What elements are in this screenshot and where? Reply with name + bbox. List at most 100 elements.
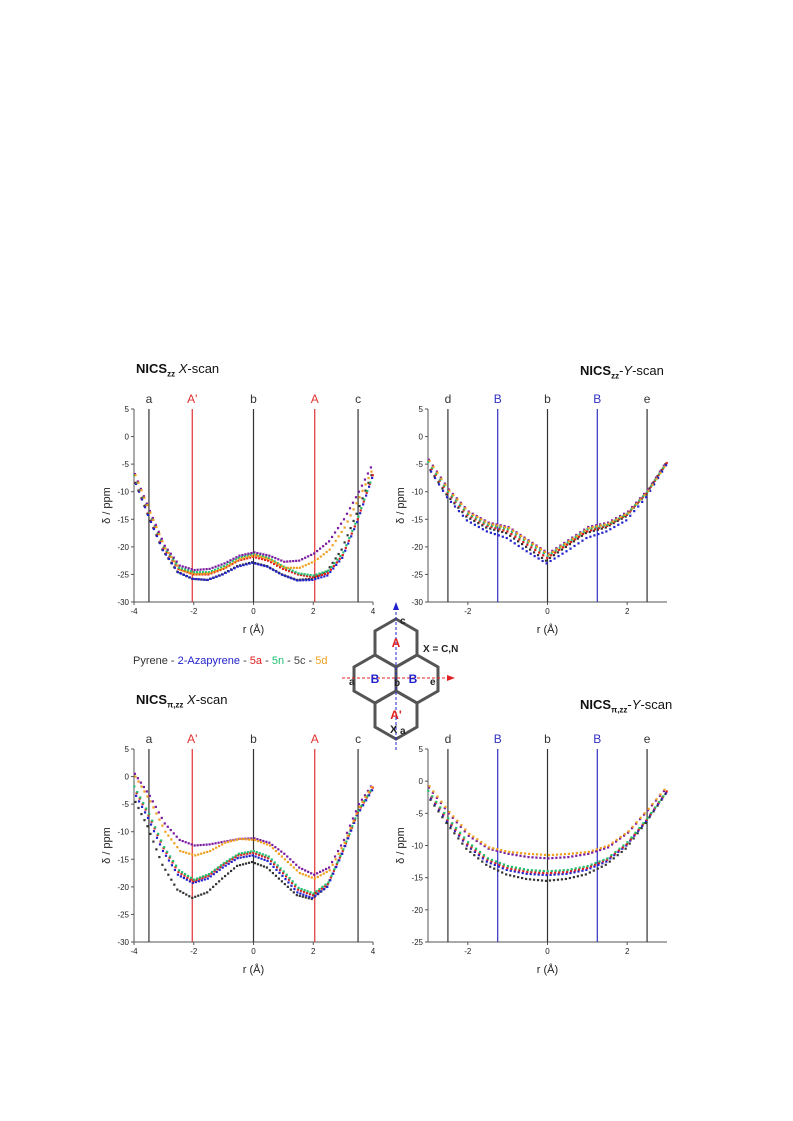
data-point <box>207 873 211 876</box>
data-point <box>523 855 526 858</box>
data-point <box>585 868 588 872</box>
title-suffix: -scan <box>632 363 664 378</box>
data-point <box>191 577 194 580</box>
data-point <box>461 511 464 514</box>
data-point <box>194 895 197 898</box>
data-point <box>541 873 544 876</box>
data-point <box>468 511 471 514</box>
data-point <box>441 814 445 817</box>
data-point <box>628 842 631 845</box>
data-point <box>326 883 329 886</box>
data-point <box>534 548 537 552</box>
data-point <box>146 512 149 515</box>
data-point <box>244 838 248 841</box>
y-tick-label: -15 <box>117 855 129 864</box>
data-point <box>181 565 184 568</box>
data-point <box>350 535 353 538</box>
data-point <box>325 870 328 874</box>
data-point <box>297 886 300 890</box>
data-point <box>441 487 444 490</box>
data-point <box>594 526 597 529</box>
data-point <box>227 564 230 568</box>
data-point <box>172 556 175 559</box>
data-point <box>613 854 616 857</box>
data-point <box>617 523 620 526</box>
data-point <box>276 864 279 867</box>
point-label-b: b <box>394 678 400 689</box>
data-point <box>169 828 172 832</box>
data-point <box>158 855 161 859</box>
data-point <box>250 837 253 840</box>
data-point <box>587 527 590 530</box>
data-point <box>563 856 566 859</box>
data-point <box>508 527 511 530</box>
point-label-a-left: a <box>349 677 355 688</box>
data-point <box>280 850 283 853</box>
x-tick-label: 2 <box>625 947 630 956</box>
data-point <box>230 568 233 571</box>
data-point <box>624 515 627 518</box>
data-point <box>283 566 286 569</box>
data-point <box>526 868 529 872</box>
data-point <box>314 577 317 581</box>
data-point <box>649 485 652 488</box>
data-point <box>583 853 586 856</box>
data-point <box>340 530 343 534</box>
data-point <box>584 531 587 535</box>
arrow-right-icon <box>447 675 455 681</box>
data-point <box>633 833 636 836</box>
data-point <box>262 553 265 556</box>
data-point <box>591 849 594 852</box>
data-point <box>258 853 261 856</box>
data-point <box>337 535 340 538</box>
data-point <box>276 564 279 567</box>
data-point <box>580 534 583 537</box>
data-point <box>369 481 372 484</box>
data-point <box>186 874 190 878</box>
data-point <box>335 865 338 869</box>
data-point <box>435 796 438 799</box>
data-point <box>249 553 252 556</box>
data-point <box>596 528 599 531</box>
data-point <box>490 524 494 527</box>
data-point <box>351 501 355 504</box>
data-point <box>543 550 547 554</box>
data-point <box>343 541 346 544</box>
data-point <box>364 795 367 799</box>
data-point <box>161 849 165 853</box>
reference-line-label: B <box>593 392 601 406</box>
data-point <box>185 570 188 573</box>
data-point <box>539 856 542 859</box>
series-5n <box>133 785 372 895</box>
series-5a <box>430 461 668 559</box>
data-point <box>482 855 485 858</box>
data-point <box>180 872 183 875</box>
data-point <box>427 460 430 464</box>
data-point <box>348 824 352 827</box>
data-point <box>228 564 231 567</box>
data-point <box>304 564 307 567</box>
data-point <box>603 522 606 525</box>
data-point <box>331 561 334 564</box>
data-point <box>542 869 545 873</box>
data-point <box>225 861 228 865</box>
data-point <box>263 564 266 568</box>
data-point <box>258 557 261 560</box>
data-point <box>653 483 656 486</box>
data-point <box>300 887 303 891</box>
data-point <box>253 838 257 842</box>
data-point <box>303 889 306 892</box>
data-point <box>565 872 568 875</box>
data-point <box>295 559 298 562</box>
data-point <box>433 804 436 807</box>
y-tick-label: 5 <box>125 405 130 414</box>
data-point <box>588 530 591 534</box>
data-point <box>241 863 245 866</box>
data-point <box>652 481 655 484</box>
data-point <box>592 529 595 532</box>
data-point <box>485 526 488 529</box>
data-point <box>453 832 456 835</box>
data-point <box>597 861 601 865</box>
data-point <box>149 800 152 803</box>
data-point <box>304 869 307 872</box>
